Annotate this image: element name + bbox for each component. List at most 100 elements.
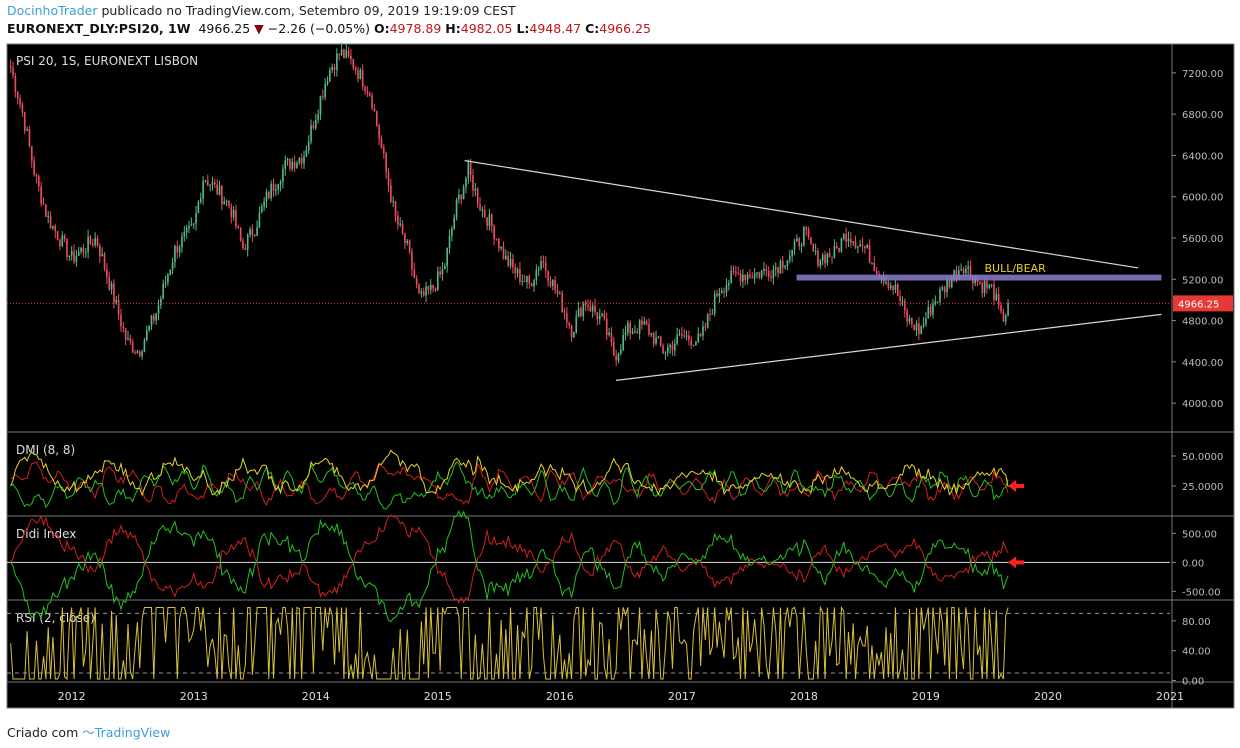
didi-green-line [10,509,1009,623]
candle [826,253,829,264]
candle [258,212,261,228]
candle [192,223,195,225]
candle [275,189,277,192]
bull-bear-zone [796,274,1162,281]
candle [537,268,540,270]
candle [1002,311,1005,322]
candle [765,268,768,272]
candle [774,267,777,270]
candle [223,201,226,205]
candle [732,270,735,272]
candle [138,351,141,357]
candle [190,224,193,226]
candle [152,315,155,321]
candle [460,195,463,200]
time-tick-label: 2018 [790,690,818,703]
candle [866,244,869,248]
candle [711,313,714,315]
time-tick-label: 2020 [1034,690,1062,703]
candle [847,238,850,242]
candle [279,181,282,185]
candle [458,195,460,200]
candle [530,283,533,287]
indicator-tick-label: 500.00 [1182,529,1217,540]
last-price-label: 4966.25 [1178,299,1219,310]
candle [899,296,901,302]
candle [214,182,216,185]
candle [788,256,791,261]
candle [901,301,904,303]
candle [666,347,669,353]
candle [955,270,958,279]
candle [725,285,728,293]
candle [544,262,547,271]
candle [16,91,19,99]
tradingview-link[interactable]: TradingView [94,725,171,740]
candle [436,271,439,291]
candle [570,325,573,338]
candle [641,320,643,325]
tradingview-logo-icon[interactable]: 〜 [82,725,95,740]
indicator-tick-label: 40.00 [1182,647,1211,658]
candle [631,331,634,334]
candle [936,301,939,303]
candle [854,241,857,248]
candle [554,280,556,291]
candle [66,238,68,257]
candle [514,267,517,274]
candle [216,184,219,195]
candle [455,199,458,218]
price-change: −2.26 (−0.05%) [267,21,370,36]
candle [387,171,390,186]
candle [113,283,115,303]
candle [645,321,648,325]
candle [239,227,242,241]
candle [263,201,265,207]
candle [671,344,674,351]
candle [286,158,289,161]
candle [720,291,723,293]
candle [528,275,531,284]
candle [697,333,700,343]
author-link[interactable]: DocinhoTrader [7,3,98,18]
candle [476,188,479,205]
candle [526,275,528,282]
candle [103,254,106,270]
candle [777,267,779,274]
candle [148,325,150,331]
candle [185,227,188,233]
candle [49,216,52,229]
candle [512,259,514,268]
candle [432,284,434,289]
candle [861,244,864,246]
candle [117,299,120,315]
candle [922,324,925,326]
candle [321,96,324,98]
candle [451,228,453,236]
candle [563,312,566,314]
indicator-tick-label: -500.00 [1182,587,1221,598]
candle [73,251,75,262]
candle [608,332,610,335]
last-price-badge [1173,295,1233,312]
candle [772,269,775,278]
candle [61,235,64,247]
candle [505,255,507,260]
candle [56,231,59,241]
candle [106,269,108,277]
price-tick-label: 6400.00 [1182,151,1223,162]
candle [739,273,742,282]
candle [124,328,127,340]
dmi-minus-line [10,461,1009,507]
candle [500,246,502,249]
candle [868,244,871,264]
candle [540,261,542,269]
candle [319,96,322,115]
close-value: 4966.25 [599,21,651,36]
candle [122,326,125,329]
candle [382,147,385,154]
candle [235,210,237,227]
candle [406,240,409,244]
rsi-line [10,605,1009,681]
